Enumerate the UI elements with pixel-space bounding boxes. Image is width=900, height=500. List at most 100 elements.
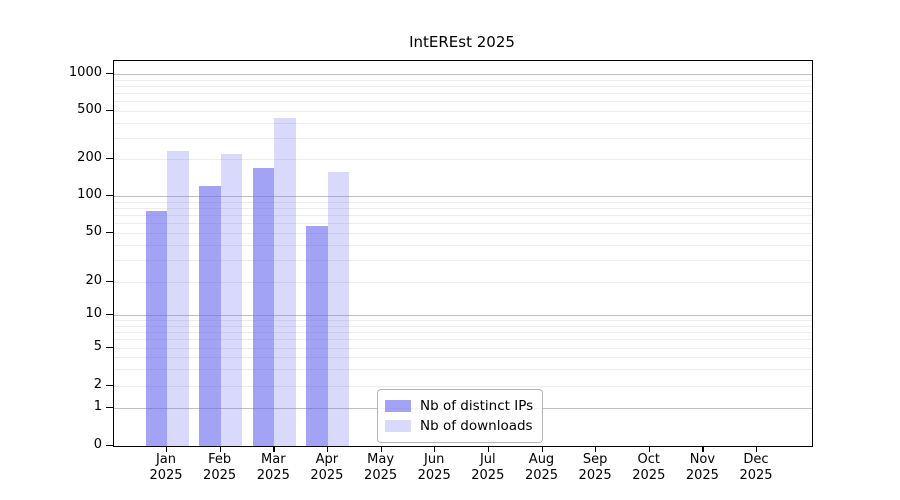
x-tick-mark-aug xyxy=(541,446,543,452)
y-tick-mark-50 xyxy=(106,232,114,234)
legend-swatch-distinct-ips xyxy=(385,400,411,412)
month-label: Jan xyxy=(155,452,177,467)
y-tick-label-50: 50 xyxy=(85,224,102,239)
gridline-600 xyxy=(114,101,812,103)
gridline-10 xyxy=(114,315,812,316)
bar-ips-mar xyxy=(252,167,275,446)
y-tick-mark-100 xyxy=(106,195,114,197)
legend-label: Nb of downloads xyxy=(420,418,533,434)
gridline-500 xyxy=(114,111,812,112)
month-label: Dec xyxy=(743,452,769,467)
y-tick-label-100: 100 xyxy=(77,187,102,202)
y-tick-mark-200 xyxy=(106,158,114,160)
month-label: Nov xyxy=(689,452,716,467)
legend-swatch-downloads xyxy=(385,420,411,432)
y-tick-label-200: 200 xyxy=(77,150,102,165)
x-tick-label-aug: Aug 2025 xyxy=(512,452,572,484)
x-tick-mark-apr xyxy=(326,446,329,452)
month-label: Jun xyxy=(424,452,445,467)
month-label: Feb xyxy=(208,452,232,467)
gridline-400 xyxy=(114,122,812,124)
y-tick-label-2: 2 xyxy=(93,377,102,392)
bar-downloads-mar xyxy=(274,118,296,446)
bar-ips-apr xyxy=(306,226,328,446)
x-tick-mark-jun xyxy=(434,446,436,452)
gridline-900 xyxy=(114,79,812,81)
x-tick-label-apr: Apr 2025 xyxy=(297,452,357,484)
x-tick-mark-dec xyxy=(756,446,758,452)
gridline-3 xyxy=(114,369,812,371)
x-tick-mark-jul xyxy=(487,446,490,452)
year-label: 2025 xyxy=(417,468,451,483)
month-label: Aug xyxy=(528,452,555,467)
chart-title: IntEREst 2025 xyxy=(409,33,515,51)
y-tick-mark-1 xyxy=(106,407,114,409)
gridline-70 xyxy=(114,215,812,216)
x-tick-label-mar: Mar 2025 xyxy=(243,452,303,484)
month-label: Mar xyxy=(261,452,286,467)
x-tick-label-sep: Sep 2025 xyxy=(565,452,625,484)
month-label: Apr xyxy=(315,452,339,467)
gridline-9 xyxy=(114,320,812,321)
y-tick-label-500: 500 xyxy=(77,102,102,117)
gridline-50 xyxy=(114,233,812,234)
year-label: 2025 xyxy=(203,468,237,483)
x-tick-mark-feb xyxy=(219,446,221,452)
legend-item-distinct-ips: Nb of distinct IPs xyxy=(385,396,533,416)
year-label: 2025 xyxy=(524,468,559,483)
legend-label: Nb of distinct IPs xyxy=(420,398,534,414)
year-label: 2025 xyxy=(149,468,183,483)
gridline-20 xyxy=(114,282,812,283)
x-tick-label-feb: Feb 2025 xyxy=(190,452,250,484)
x-tick-mark-nov xyxy=(702,446,704,452)
x-tick-label-oct: Oct 2025 xyxy=(619,452,679,484)
x-tick-mark-oct xyxy=(648,446,651,452)
y-tick-mark-500 xyxy=(106,110,114,112)
y-tick-label-5: 5 xyxy=(93,339,102,354)
month-label: Sep xyxy=(582,452,608,467)
y-tick-mark-5 xyxy=(106,347,114,349)
year-label: 2025 xyxy=(310,468,344,483)
x-tick-label-jun: Jun 2025 xyxy=(404,452,464,484)
x-tick-label-may: May 2025 xyxy=(351,452,411,484)
legend: Nb of distinct IPs Nb of downloads xyxy=(377,389,544,443)
bar-downloads-jan xyxy=(167,151,189,446)
y-tick-mark-20 xyxy=(106,281,114,283)
x-tick-label-jan: Jan 2025 xyxy=(136,452,196,484)
x-tick-mark-mar xyxy=(273,446,275,452)
y-tick-label-20: 20 xyxy=(85,273,102,288)
gridline-80 xyxy=(114,207,812,209)
month-label: May xyxy=(367,452,395,467)
y-tick-mark-1000 xyxy=(106,73,114,75)
gridline-5 xyxy=(114,348,812,349)
gridline-4 xyxy=(114,357,812,359)
y-tick-label-1: 1 xyxy=(93,399,102,414)
y-tick-mark-0 xyxy=(106,445,114,447)
gridline-1000 xyxy=(114,74,812,75)
year-label: 2025 xyxy=(364,468,398,483)
gridline-90 xyxy=(114,201,812,203)
gridline-6 xyxy=(114,339,812,341)
gridline-8 xyxy=(114,325,812,327)
gridline-800 xyxy=(114,85,812,87)
gridline-2 xyxy=(114,386,812,387)
gridline-200 xyxy=(114,159,812,160)
x-tick-mark-may xyxy=(380,446,382,452)
y-tick-mark-10 xyxy=(106,314,114,316)
month-label: Jul xyxy=(479,452,496,467)
x-tick-mark-sep xyxy=(595,446,597,452)
bar-downloads-feb xyxy=(220,154,243,446)
x-tick-label-jul: Jul 2025 xyxy=(458,452,518,484)
year-label: 2025 xyxy=(578,468,612,483)
year-label: 2025 xyxy=(471,468,505,483)
gridline-300 xyxy=(114,137,812,139)
gridline-700 xyxy=(114,93,812,94)
legend-item-downloads: Nb of downloads xyxy=(385,416,533,436)
gridline-40 xyxy=(114,244,812,246)
gridline-100 xyxy=(114,196,812,197)
y-tick-label-10: 10 xyxy=(85,306,102,321)
y-tick-label-1000: 1000 xyxy=(68,65,102,80)
bar-downloads-apr xyxy=(327,171,350,446)
gridline-30 xyxy=(114,260,812,262)
bar-ips-feb xyxy=(199,186,221,446)
